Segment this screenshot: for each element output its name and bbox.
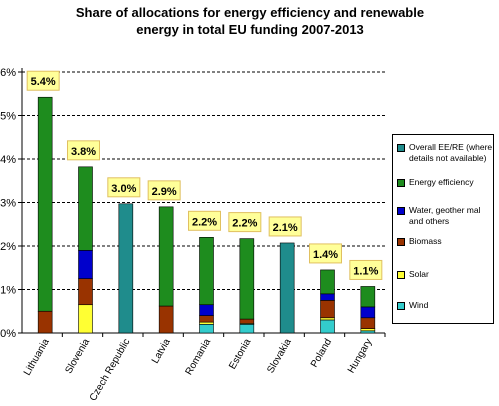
total-label: 2.2% <box>232 218 257 230</box>
bar-segment-estonia <box>239 318 255 324</box>
legend-label: Energy efficiency <box>409 177 474 187</box>
y-tick-label: 0% <box>0 328 16 340</box>
total-label: 3.8% <box>71 146 96 158</box>
category-label: Hungary <box>346 337 374 375</box>
legend-label: Solar <box>409 269 429 279</box>
bar-segment-poland <box>320 293 335 301</box>
category-label: Romania <box>184 337 214 378</box>
legend-label: Water, geother mal and others <box>409 205 481 226</box>
legend-swatch <box>397 302 405 310</box>
y-tick-label: 2% <box>0 241 16 253</box>
legend-label: Overall EE/RE (where details not availab… <box>409 142 493 163</box>
bar-segment-hungary <box>360 306 376 319</box>
total-label-box <box>107 177 141 198</box>
legend: Overall EE/RE (where details not availab… <box>392 134 494 324</box>
bar-segment-romania <box>199 304 214 316</box>
chart-title-line-2: energy in total EU funding 2007-2013 <box>136 22 364 37</box>
total-label: 2.1% <box>273 222 298 234</box>
bar-segment-romania <box>199 237 214 306</box>
bar-segment-latvia <box>158 206 174 307</box>
bar-segment-poland <box>320 269 335 295</box>
total-label: 2.9% <box>152 186 177 198</box>
y-tick-label: 3% <box>0 198 16 210</box>
bar-segment-slovenia <box>78 304 93 334</box>
legend-swatch <box>397 179 405 187</box>
total-label-box <box>309 243 342 264</box>
category-label: Slovenia <box>63 337 92 376</box>
y-tick-label: 1% <box>0 285 16 297</box>
total-label-box <box>67 140 100 161</box>
bar-segment-hungary <box>360 286 376 308</box>
category-label: Slovakia <box>265 337 294 376</box>
legend-swatch <box>397 207 405 215</box>
bar-segment-slovenia <box>78 250 93 279</box>
bar-segment-latvia <box>158 305 174 334</box>
category-label: Latvia <box>150 337 173 366</box>
category-label: Lithuania <box>22 337 52 378</box>
bar-segment-estonia <box>239 323 255 334</box>
bar-segment-poland <box>320 317 335 321</box>
bar-segment-lithuania <box>37 310 53 334</box>
legend-label: Wind <box>409 300 429 310</box>
bar-segment-poland <box>320 319 335 334</box>
total-label-box <box>26 70 60 91</box>
bar-segment-romania <box>199 315 214 323</box>
category-label: Poland <box>309 337 334 369</box>
legend-swatch <box>397 144 405 152</box>
bar-segment-hungary <box>360 330 376 334</box>
bar-segment-slovakia <box>279 242 295 334</box>
bar-segment-hungary <box>360 317 376 329</box>
category-label: Estonia <box>227 337 253 372</box>
bar-segment-slovenia <box>78 278 93 306</box>
y-tick-label: 6% <box>0 67 16 79</box>
total-label-box <box>268 216 302 237</box>
chart-title-line-1: Share of allocations for energy efficien… <box>75 5 425 20</box>
bar-segment-slovenia <box>78 166 93 251</box>
y-tick-label: 4% <box>0 154 16 166</box>
total-label-box <box>349 259 383 280</box>
chart-title: Share of allocations for energy efficien… <box>40 4 460 38</box>
y-tick-label: 5% <box>0 111 16 123</box>
total-label: 5.4% <box>31 76 56 88</box>
total-label: 1.4% <box>313 249 338 261</box>
bar-segment-romania <box>199 321 214 325</box>
total-label-box <box>228 212 262 233</box>
bar-segment-romania <box>199 323 214 334</box>
bar-segment-poland <box>320 300 335 319</box>
category-label: Czech Republic <box>88 337 133 403</box>
total-label-box <box>188 210 221 231</box>
total-label: 1.1% <box>353 265 378 277</box>
legend-swatch <box>397 271 405 279</box>
bar-segment-hungary <box>360 328 376 332</box>
legend-label: Biomass <box>409 236 442 246</box>
bar-segment-estonia <box>239 238 255 320</box>
bar-segment-lithuania <box>37 96 53 312</box>
total-label: 2.2% <box>192 216 217 228</box>
legend-swatch <box>397 238 405 246</box>
total-label: 3.0% <box>111 183 136 195</box>
bar-segment-czech-republic <box>118 203 134 334</box>
total-label-box <box>147 180 181 201</box>
